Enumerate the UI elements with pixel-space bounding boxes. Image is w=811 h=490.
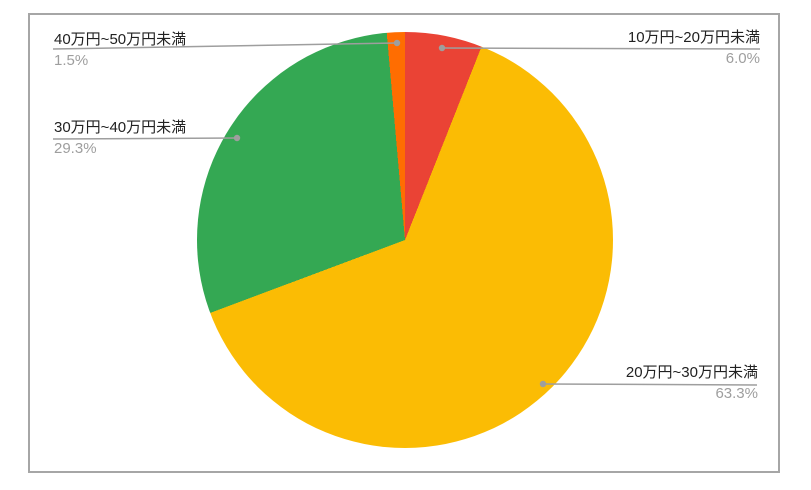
slice-callout-20-30: 20万円~30万円未満 63.3% <box>626 364 758 403</box>
slice-percent: 1.5% <box>54 52 89 69</box>
slice-percent: 63.3% <box>715 385 758 402</box>
pie[interactable] <box>197 32 613 448</box>
slice-label: 20万円~30万円未満 <box>625 364 758 381</box>
pie-chart-panel: 40万円~50万円未満 1.5% 10万円~20万円未満 6.0% 30万円~4… <box>28 13 780 473</box>
slice-label: 40万円~50万円未満 <box>54 31 187 48</box>
slice-percent: 29.3% <box>54 140 97 157</box>
slice-callout-30-40: 30万円~40万円未満 29.3% <box>54 119 186 158</box>
slice-callout-10-20: 10万円~20万円未満 6.0% <box>628 29 760 68</box>
slice-callout-40-50: 40万円~50万円未満 1.5% <box>54 31 186 70</box>
slice-percent: 6.0% <box>725 50 760 67</box>
slice-label: 30万円~40万円未満 <box>54 119 187 136</box>
slice-label: 10万円~20万円未満 <box>627 29 760 46</box>
